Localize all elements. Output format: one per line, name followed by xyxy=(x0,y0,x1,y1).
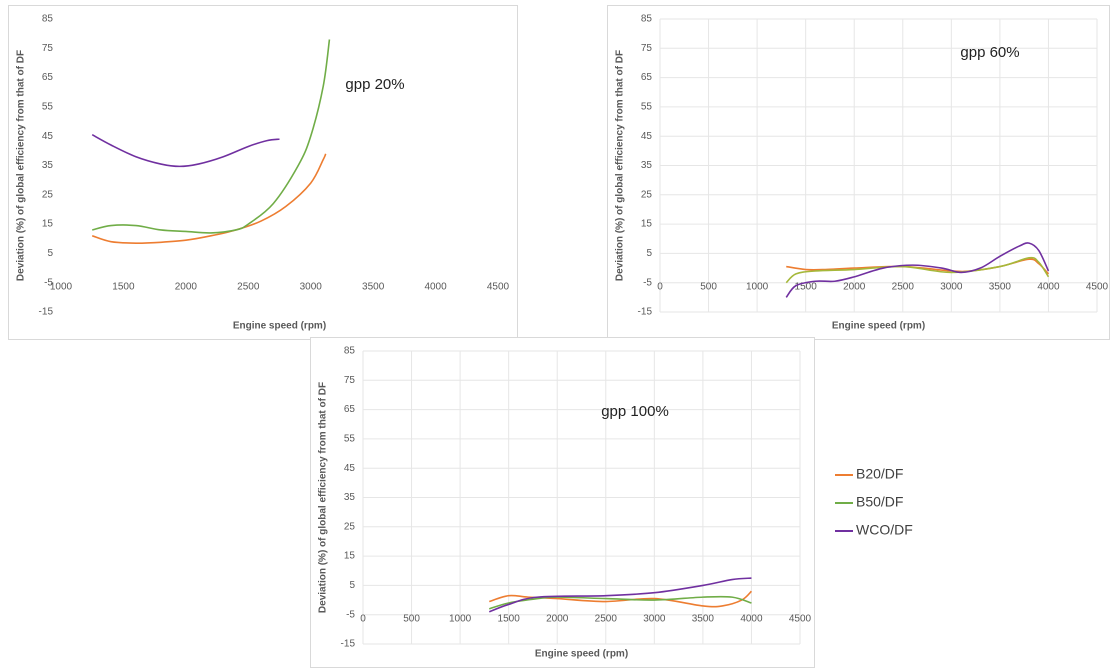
x-tick-label: 3500 xyxy=(692,614,715,625)
chart: -15 -5 5 15 25 35 45 55 65 75 85 1000 1500 2000 2500 30… xyxy=(8,5,518,340)
x-axis-title: Engine speed (rpm) xyxy=(233,321,326,332)
x-tick-label: 2500 xyxy=(892,282,915,293)
x-tick-label: 4500 xyxy=(789,614,812,625)
x-tick-label: 4500 xyxy=(487,282,510,293)
x-tick-label: 4000 xyxy=(1037,282,1060,293)
data-line xyxy=(488,577,752,613)
y-tick-label: 5 xyxy=(47,248,53,259)
y-tick-label: 75 xyxy=(344,375,356,386)
legend-label: B20/DF xyxy=(856,466,903,482)
annotation: gpp 20% xyxy=(345,76,404,93)
y-tick-label: 45 xyxy=(344,463,356,474)
annotation: gpp 100% xyxy=(601,403,669,420)
y-tick-label: 45 xyxy=(641,131,653,142)
y-tick-label: 15 xyxy=(42,219,54,230)
y-tick-label: 65 xyxy=(641,72,653,83)
y-axis-title: Deviation (%) of global efficiency from … xyxy=(16,50,27,281)
x-tick-label: 0 xyxy=(657,282,663,293)
chart-frame xyxy=(310,337,815,668)
y-tick-label: 35 xyxy=(42,160,54,171)
x-axis-title: Engine speed (rpm) xyxy=(535,649,628,660)
chart-frame xyxy=(8,5,518,340)
x-tick-label: 1500 xyxy=(795,282,818,293)
x-tick-label: 3500 xyxy=(989,282,1012,293)
y-tick-label: -5 xyxy=(44,277,53,288)
y-tick-label: 25 xyxy=(641,189,653,200)
x-tick-label: 1000 xyxy=(449,614,472,625)
y-tick-label: 35 xyxy=(344,492,356,503)
y-tick-label: 5 xyxy=(646,248,652,259)
y-tick-label: 35 xyxy=(641,160,653,171)
legend-label: WCO/DF xyxy=(856,522,913,538)
x-tick-label: 4000 xyxy=(424,282,447,293)
y-tick-label: 85 xyxy=(641,14,653,25)
x-tick-label: 2000 xyxy=(843,282,866,293)
data-line xyxy=(785,256,1050,284)
y-tick-label: 15 xyxy=(641,219,653,230)
x-tick-label: 3000 xyxy=(643,614,666,625)
x-tick-label: 1000 xyxy=(746,282,769,293)
x-tick-label: 2000 xyxy=(546,614,569,625)
y-tick-label: -5 xyxy=(346,609,355,620)
chart-frame xyxy=(607,5,1110,340)
y-tick-label: 65 xyxy=(344,404,356,415)
x-tick-label: 2000 xyxy=(175,282,198,293)
y-tick-label: -15 xyxy=(39,307,54,318)
y-tick-label: -5 xyxy=(643,277,652,288)
x-axis-title: Engine speed (rpm) xyxy=(832,321,925,332)
y-tick-label: -15 xyxy=(638,307,653,318)
y-tick-label: 55 xyxy=(641,102,653,113)
y-tick-label: 75 xyxy=(42,43,54,54)
x-tick-label: 1500 xyxy=(112,282,135,293)
chart: -15 -5 5 15 25 35 45 55 65 75 85 0 500 1000 1500 2000 25… xyxy=(310,337,913,668)
data-line xyxy=(91,134,280,168)
x-tick-label: 3000 xyxy=(300,282,323,293)
x-tick-label: 500 xyxy=(700,282,717,293)
y-tick-label: 45 xyxy=(42,131,54,142)
y-tick-label: 5 xyxy=(349,580,355,591)
x-tick-label: 4000 xyxy=(740,614,763,625)
x-tick-label: 3500 xyxy=(362,282,385,293)
x-tick-label: 1500 xyxy=(498,614,521,625)
y-tick-label: 85 xyxy=(42,14,54,25)
y-tick-label: 65 xyxy=(42,72,54,83)
y-tick-label: 15 xyxy=(344,551,356,562)
x-tick-label: 4500 xyxy=(1086,282,1109,293)
legend-label: B50/DF xyxy=(856,494,903,510)
chart: -15 -5 5 15 25 35 45 55 65 75 85 0 500 1000 1500 2000 25… xyxy=(607,5,1110,340)
x-tick-label: 2500 xyxy=(595,614,618,625)
y-tick-label: -15 xyxy=(341,639,356,650)
annotation: gpp 60% xyxy=(960,44,1019,61)
y-axis-title: Deviation (%) of global efficiency from … xyxy=(318,382,329,613)
y-tick-label: 75 xyxy=(641,43,653,54)
x-tick-label: 0 xyxy=(360,614,366,625)
data-line xyxy=(91,153,327,244)
y-tick-label: 25 xyxy=(344,521,356,532)
x-tick-label: 1000 xyxy=(50,282,73,293)
data-line xyxy=(785,242,1050,298)
y-tick-label: 25 xyxy=(42,189,54,200)
x-tick-label: 3000 xyxy=(940,282,963,293)
x-tick-label: 2500 xyxy=(237,282,260,293)
y-axis-title: Deviation (%) of global efficiency from … xyxy=(615,50,626,281)
y-tick-label: 55 xyxy=(344,434,356,445)
x-tick-label: 500 xyxy=(403,614,420,625)
data-line xyxy=(92,39,331,234)
y-tick-label: 85 xyxy=(344,346,356,357)
y-tick-label: 55 xyxy=(42,102,54,113)
